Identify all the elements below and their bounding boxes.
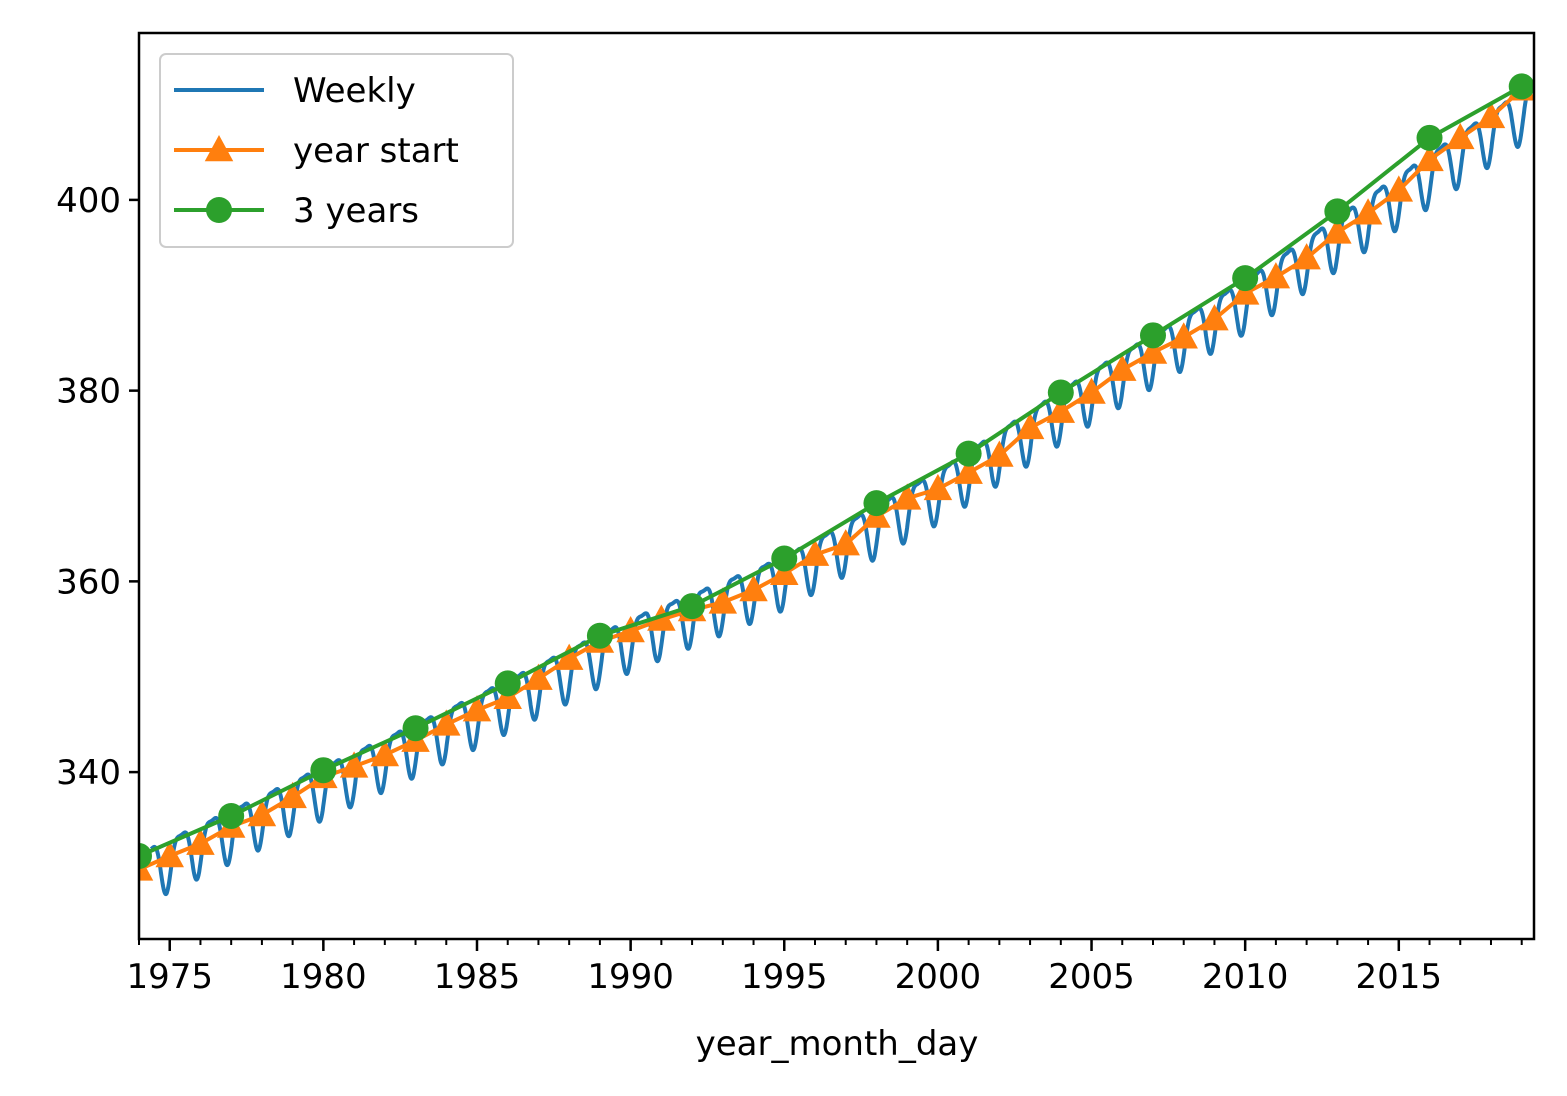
year-start-point	[831, 529, 860, 556]
year-start-point	[524, 663, 553, 690]
year-start-point	[708, 587, 738, 614]
x-tick-label: 1995	[741, 957, 828, 997]
year-start-point	[892, 483, 922, 510]
year-start-point	[954, 457, 983, 484]
legend-label: 3 years	[293, 191, 419, 231]
three-years-point	[1416, 124, 1443, 151]
three-years-point	[402, 715, 429, 742]
y-tick-label: 340	[56, 753, 121, 793]
x-tick-label: 2010	[1202, 957, 1289, 997]
year-start-point	[1415, 144, 1444, 172]
y-tick-label: 360	[56, 562, 121, 602]
year-start-point	[616, 615, 645, 643]
year-start-point	[432, 709, 461, 736]
three-years-point	[1508, 73, 1534, 100]
three-years-point	[1047, 379, 1074, 406]
year-start-point	[247, 800, 277, 827]
year-start-point	[1108, 354, 1137, 381]
year-start-point	[1384, 175, 1414, 202]
three-years-point	[494, 670, 521, 697]
year-start-point	[1292, 243, 1321, 270]
year-start-point	[1138, 337, 1168, 364]
three-years-point	[586, 622, 613, 649]
year-start-point	[1261, 262, 1291, 289]
axes: 340 360 380 400 1975 1980 1985 1990 1995 2000 2005…	[56, 31, 1536, 997]
three-years-point	[310, 757, 337, 784]
year-start-point	[370, 739, 400, 767]
year-start-point	[923, 473, 953, 501]
legend-box	[159, 53, 514, 248]
legend-circle-marker	[206, 197, 232, 223]
legend-triangle-marker	[204, 135, 234, 162]
x-tick-label: 1975	[126, 957, 213, 997]
year-start-point	[739, 574, 768, 602]
series-3-years-line	[139, 84, 1523, 858]
x-axis-title: year_month_day	[696, 1024, 979, 1064]
x-tick-label: 2015	[1356, 957, 1443, 997]
year-start-point	[1169, 322, 1198, 349]
year-start-point	[1015, 412, 1045, 440]
three-years-point	[218, 802, 245, 829]
x-tick-label: 2005	[1048, 957, 1135, 997]
year-start-point	[800, 539, 830, 566]
year-start-point	[186, 828, 215, 855]
year-start-point	[1046, 396, 1076, 423]
y-tick-label: 400	[56, 181, 121, 221]
year-start-point	[1353, 198, 1383, 225]
year-start-point	[1077, 377, 1106, 404]
year-start-point	[462, 695, 492, 722]
year-start-point	[770, 558, 799, 585]
legend-label: Weekly	[293, 71, 416, 111]
x-tick-label: 1980	[280, 957, 367, 997]
three-years-point	[139, 843, 152, 870]
legend: Weekly year start 3 years	[159, 53, 514, 248]
series-year-start-line	[139, 87, 1524, 872]
three-years-point	[863, 490, 890, 517]
year-start-point	[278, 781, 307, 809]
three-years-point	[1324, 198, 1351, 225]
year-start-point	[1323, 217, 1352, 244]
year-start-point	[155, 841, 184, 868]
plot-area	[139, 73, 1534, 897]
year-start-point	[985, 440, 1014, 467]
year-start-point	[339, 751, 369, 778]
year-start-point	[1446, 122, 1475, 150]
three-years-point	[1139, 322, 1166, 349]
three-years-point	[1232, 265, 1259, 292]
three-years-point	[955, 440, 982, 467]
x-tick-label: 2000	[895, 957, 982, 997]
series-weekly-line	[149, 85, 1532, 897]
x-tick-label: 1990	[587, 957, 674, 997]
year-start-point	[1476, 101, 1506, 129]
axes-frame	[137, 31, 1536, 941]
x-tick-label: 1985	[434, 957, 521, 997]
year-start-point	[1230, 278, 1260, 305]
year-start-point	[554, 643, 584, 670]
y-tick-label: 380	[56, 372, 121, 412]
legend-label: year start	[293, 131, 459, 171]
three-years-point	[679, 593, 706, 620]
three-years-point	[771, 545, 798, 572]
year-start-point	[1200, 304, 1229, 331]
